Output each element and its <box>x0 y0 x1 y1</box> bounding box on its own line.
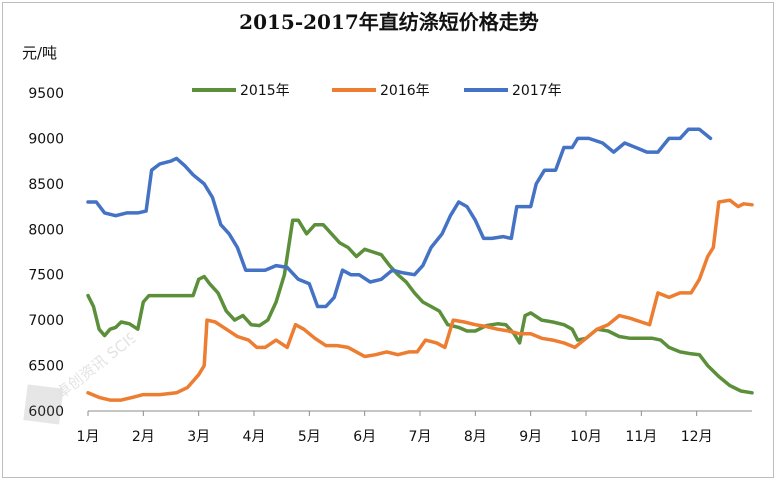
x-tick-label: 9月 <box>519 429 542 445</box>
x-tick-label: 2月 <box>132 429 155 445</box>
y-tick-label: 6500 <box>28 359 64 375</box>
chart-legend: 2015年 2016年 2017年 <box>192 83 562 99</box>
x-tick-label: 10月 <box>570 429 602 445</box>
x-tick-label: 11月 <box>625 429 657 445</box>
series-line <box>86 127 713 309</box>
x-tick-label: 5月 <box>298 429 321 445</box>
x-tick-label: 8月 <box>464 429 487 445</box>
line-chart: 6000 6500 7000 7500 8000 8500 9000 9500 1月 2月 3月 4月… <box>28 83 754 445</box>
watermark-diamond-icon <box>23 384 64 425</box>
x-tick-label: 1月 <box>77 429 100 445</box>
y-axis-unit-label: 元/吨 <box>22 44 58 62</box>
axes-group: 6000 6500 7000 7500 8000 8500 9000 9500 1月 2月 3月 4月… <box>28 86 752 445</box>
legend-label: 2015年 <box>240 83 290 99</box>
plot-area <box>86 127 754 402</box>
y-tick-label: 9500 <box>28 86 64 102</box>
x-tick-label: 7月 <box>409 429 432 445</box>
y-tick-label: 7500 <box>28 268 64 284</box>
legend-label: 2017年 <box>512 83 562 99</box>
y-tick-label: 9000 <box>28 131 64 147</box>
series-line <box>86 218 754 395</box>
x-tick-label: 3月 <box>187 429 210 445</box>
chart-title: 2015-2017年直纺涤短价格走势 <box>239 10 539 34</box>
x-tick-label: 4月 <box>243 429 266 445</box>
y-tick-label: 8000 <box>28 222 64 238</box>
x-tick-label: 6月 <box>353 429 376 445</box>
series-line <box>86 198 754 402</box>
y-tick-label: 6000 <box>28 404 64 420</box>
y-tick-label: 8500 <box>28 177 64 193</box>
chart-frame <box>2 2 774 478</box>
y-tick-label: 7000 <box>28 313 64 329</box>
legend-label: 2016年 <box>380 83 430 99</box>
x-tick-label: 12月 <box>681 429 713 445</box>
